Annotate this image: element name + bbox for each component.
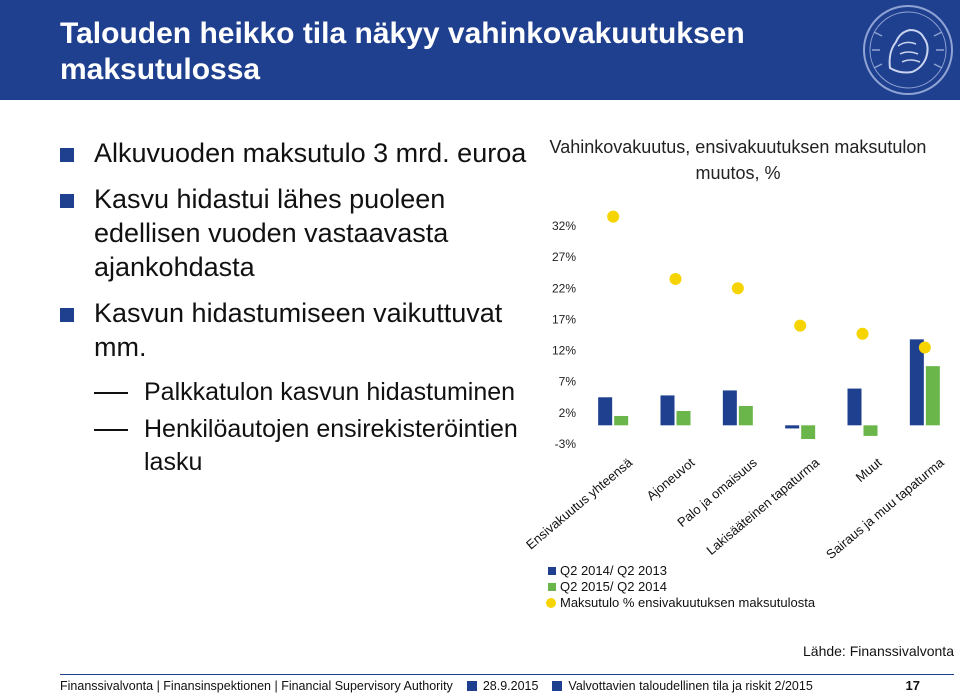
x-tick-label: Lakisääteinen tapaturma (703, 454, 822, 558)
legend-label: Q2 2015/ Q2 2014 (560, 579, 667, 594)
dash-bullet-icon (94, 392, 128, 394)
chart-title: Vahinkovakuutus, ensivakuutuksen maksutu… (549, 137, 927, 183)
bar-chart: 32% 27% 22% 17% 12% 7% 2% -3% Ensivakuutus yhtee… (523, 210, 947, 562)
legend-label: Q2 2014/ Q2 2013 (560, 563, 667, 578)
header-bar: Talouden heikko tila näkyy vahinkovakuut… (0, 0, 960, 100)
footer-org: Finanssivalvonta | Finansinspektionen | … (60, 679, 453, 693)
square-bullet-icon (60, 194, 74, 208)
y-tick-label: 2% (559, 406, 577, 420)
sub-bullet-text: Palkkatulon kasvun hidastuminen (144, 378, 516, 406)
page-number: 17 (905, 678, 920, 693)
data-point (731, 282, 744, 295)
legend-swatch-series-1 (548, 567, 556, 575)
data-point (794, 319, 807, 332)
bullet-text: Kasvu hidastui lähes puoleen edellisen v… (94, 184, 449, 282)
footer-publication: Valvottavien taloudellinen tila ja riski… (568, 679, 813, 693)
bar-series-2 (863, 425, 878, 436)
sub-bullet-item: Henkilöautojen ensirekisteröintien lasku (60, 413, 530, 479)
bar-series-1 (785, 425, 800, 429)
y-tick-label: 7% (559, 375, 577, 389)
bar-series-2 (801, 425, 816, 440)
footer-date: 28.9.2015 (482, 679, 539, 693)
square-bullet-icon (466, 681, 477, 691)
bullet-text: Kasvun hidastumiseen vaikuttuvat mm. (94, 298, 503, 362)
bullet-list: Alkuvuoden maksutulo 3 mrd. euroa Kasvu … (60, 136, 530, 479)
y-tick-label: 17% (552, 312, 576, 326)
bullet-text: Alkuvuoden maksutulo 3 mrd. euroa (94, 138, 527, 168)
bar-series-2 (676, 410, 691, 426)
bar-series-1 (909, 339, 924, 426)
source-note: Lähde: Finanssivalvonta (803, 643, 954, 659)
data-point (669, 272, 682, 285)
bar-series-2 (614, 415, 629, 426)
x-tick-label: Sairaus ja muu tapaturma (823, 454, 947, 562)
legend-item: Maksutulo % ensivakuutuksen maksutulosta (546, 595, 816, 611)
square-bullet-icon (552, 681, 563, 691)
bar-series-1 (598, 397, 613, 426)
bar-series-2 (925, 366, 940, 426)
x-tick-label: Ajoneuvot (643, 455, 697, 504)
footer-divider (60, 674, 954, 675)
x-tick-label: Muut (853, 455, 885, 485)
x-tick-label: Ensivakuutus yhteensä (523, 454, 636, 552)
legend-item: Q2 2014/ Q2 2013 (548, 563, 815, 579)
bar-series-1 (847, 388, 862, 426)
y-tick-label: 22% (552, 281, 576, 295)
square-bullet-icon (60, 148, 74, 162)
legend-swatch-series-2 (548, 583, 556, 591)
sub-bullet-text: Henkilöautojen ensirekisteröintien lasku (144, 415, 518, 476)
y-tick-label: 27% (552, 250, 576, 264)
legend-swatch-points (546, 598, 556, 608)
page-title: Talouden heikko tila näkyy vahinkovakuut… (60, 17, 745, 86)
data-point (607, 210, 620, 223)
data-point (918, 341, 931, 354)
bullet-item: Alkuvuoden maksutulo 3 mrd. euroa (60, 136, 530, 170)
bullet-item: Kasvu hidastui lähes puoleen edellisen v… (60, 182, 530, 284)
square-bullet-icon (60, 308, 74, 322)
footer: Finanssivalvonta | Finansinspektionen | … (0, 664, 960, 699)
bullet-item: Kasvun hidastumiseen vaikuttuvat mm. (60, 296, 530, 364)
bar-series-1 (722, 390, 737, 426)
lion-crest-icon (863, 5, 953, 95)
sub-bullet-item: Palkkatulon kasvun hidastuminen (60, 376, 530, 409)
y-tick-label: 12% (552, 344, 576, 358)
bar-series-2 (738, 406, 753, 426)
footer-text: Finanssivalvonta | Finansinspektionen | … (60, 676, 813, 696)
y-tick-label: 32% (552, 219, 576, 233)
bar-series-1 (660, 395, 675, 426)
legend-item: Q2 2015/ Q2 2014 (548, 579, 815, 595)
chart-legend: Q2 2014/ Q2 2013 Q2 2015/ Q2 2014 Maksut… (546, 563, 816, 611)
dash-bullet-icon (94, 429, 128, 431)
legend-label: Maksutulo % ensivakuutuksen maksutulosta (560, 595, 816, 610)
data-point (856, 327, 869, 340)
y-tick-label: -3% (555, 437, 577, 451)
